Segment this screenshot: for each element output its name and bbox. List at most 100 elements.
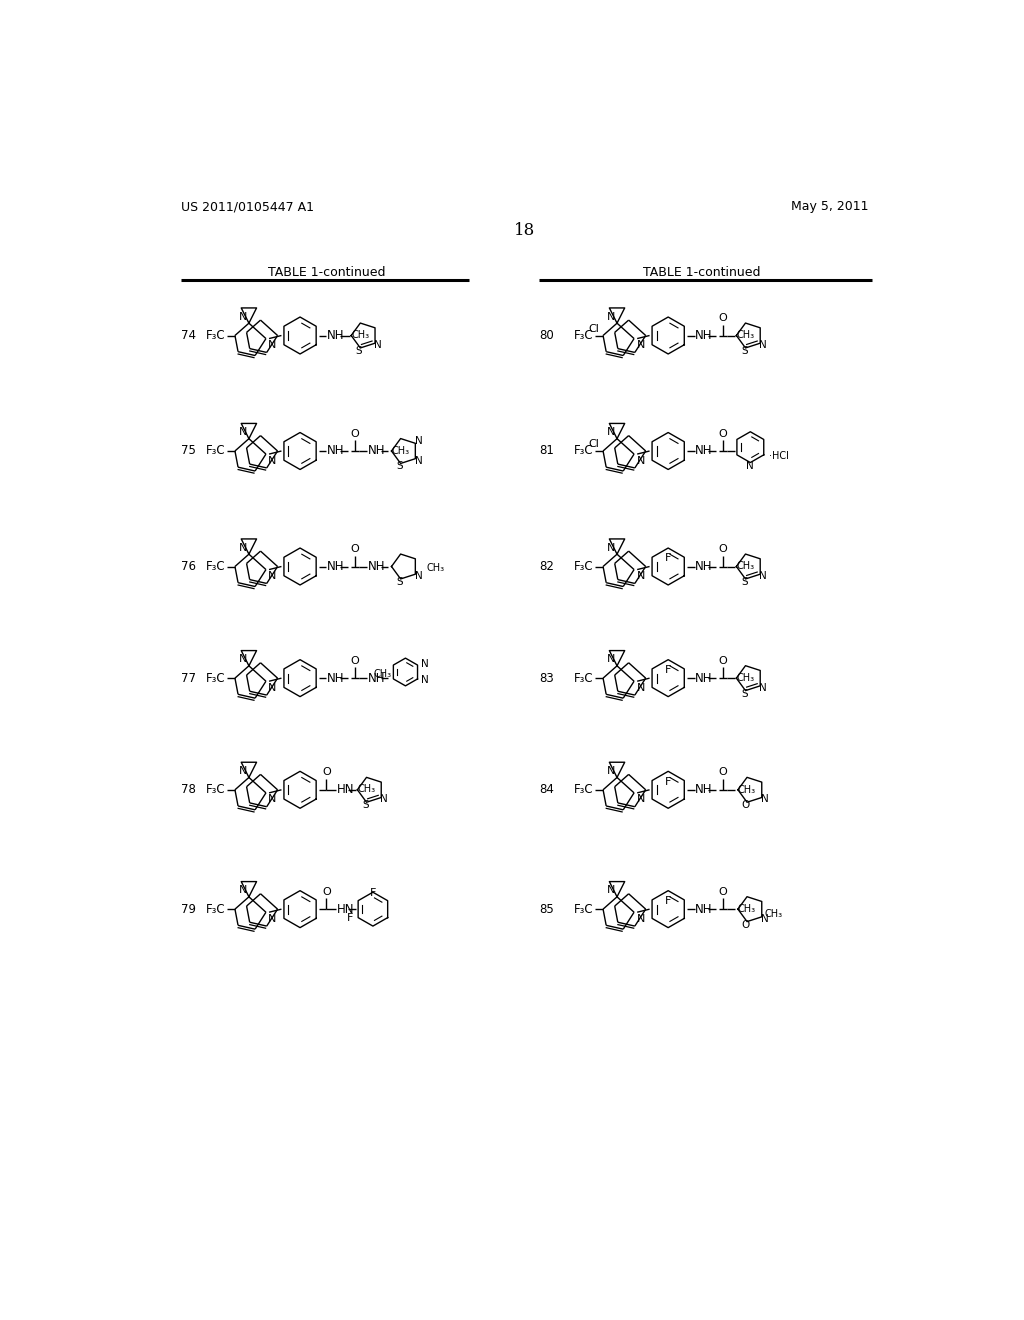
Text: CH₃: CH₃ xyxy=(426,564,444,573)
Text: F: F xyxy=(665,553,672,564)
Text: NH: NH xyxy=(695,672,713,685)
Text: N: N xyxy=(239,655,248,664)
Text: F: F xyxy=(370,887,376,898)
Text: TABLE 1-continued: TABLE 1-continued xyxy=(643,265,760,279)
Text: S: S xyxy=(396,577,402,587)
Text: O: O xyxy=(719,544,728,554)
Text: 80: 80 xyxy=(539,329,554,342)
Text: N: N xyxy=(607,766,615,776)
Text: CH₃: CH₃ xyxy=(738,785,756,795)
Text: 82: 82 xyxy=(539,560,554,573)
Text: N: N xyxy=(268,572,276,581)
Text: F₃C: F₃C xyxy=(206,672,225,685)
Text: May 5, 2011: May 5, 2011 xyxy=(792,201,869,214)
Text: HN: HN xyxy=(337,903,354,916)
Text: N: N xyxy=(374,341,381,350)
Text: N: N xyxy=(415,437,422,446)
Text: NH: NH xyxy=(368,445,385,458)
Text: 18: 18 xyxy=(514,222,536,239)
Text: O: O xyxy=(322,767,331,777)
Text: F: F xyxy=(665,665,672,675)
Text: NH: NH xyxy=(328,329,345,342)
Text: N: N xyxy=(636,682,645,693)
Text: 83: 83 xyxy=(539,672,554,685)
Text: S: S xyxy=(741,689,748,698)
Text: N: N xyxy=(761,913,769,924)
Text: O: O xyxy=(719,429,728,438)
Text: S: S xyxy=(396,462,402,471)
Text: O: O xyxy=(350,429,359,438)
Text: 84: 84 xyxy=(539,783,554,796)
Text: NH: NH xyxy=(695,783,713,796)
Text: N: N xyxy=(759,682,767,693)
Text: N: N xyxy=(746,461,755,471)
Text: N: N xyxy=(239,886,248,895)
Text: F: F xyxy=(665,776,672,787)
Text: S: S xyxy=(741,577,748,587)
Text: 74: 74 xyxy=(180,329,196,342)
Text: NH: NH xyxy=(695,560,713,573)
Text: N: N xyxy=(636,455,645,466)
Text: Cl: Cl xyxy=(589,440,599,449)
Text: N: N xyxy=(268,455,276,466)
Text: F₃C: F₃C xyxy=(206,560,225,573)
Text: 79: 79 xyxy=(180,903,196,916)
Text: NH: NH xyxy=(695,903,713,916)
Text: F₃C: F₃C xyxy=(206,445,225,458)
Text: NH: NH xyxy=(695,445,713,458)
Text: CH₃: CH₃ xyxy=(736,330,755,341)
Text: N: N xyxy=(239,543,248,553)
Text: N: N xyxy=(268,341,276,350)
Text: N: N xyxy=(421,659,429,668)
Text: CH₃: CH₃ xyxy=(351,330,370,341)
Text: O: O xyxy=(719,887,728,896)
Text: O: O xyxy=(350,544,359,554)
Text: F₃C: F₃C xyxy=(573,783,593,796)
Text: F₃C: F₃C xyxy=(573,329,593,342)
Text: O: O xyxy=(350,656,359,665)
Text: N: N xyxy=(239,766,248,776)
Text: NH: NH xyxy=(328,672,345,685)
Text: N: N xyxy=(421,676,429,685)
Text: CH₃: CH₃ xyxy=(736,561,755,572)
Text: F: F xyxy=(665,896,672,906)
Text: 76: 76 xyxy=(180,560,196,573)
Text: F₃C: F₃C xyxy=(573,903,593,916)
Text: CH₃: CH₃ xyxy=(357,784,376,795)
Text: S: S xyxy=(741,346,748,356)
Text: N: N xyxy=(268,795,276,804)
Text: N: N xyxy=(607,312,615,322)
Text: N: N xyxy=(415,572,422,581)
Text: N: N xyxy=(607,886,615,895)
Text: F₃C: F₃C xyxy=(206,329,225,342)
Text: CH₃: CH₃ xyxy=(736,673,755,682)
Text: CH₃: CH₃ xyxy=(391,446,410,457)
Text: HN: HN xyxy=(337,783,354,796)
Text: 81: 81 xyxy=(539,445,554,458)
Text: Cl: Cl xyxy=(589,323,599,334)
Text: TABLE 1-continued: TABLE 1-continued xyxy=(267,265,385,279)
Text: N: N xyxy=(239,428,248,437)
Text: O: O xyxy=(741,800,750,810)
Text: N: N xyxy=(636,795,645,804)
Text: 77: 77 xyxy=(180,672,196,685)
Text: N: N xyxy=(268,913,276,924)
Text: US 2011/0105447 A1: US 2011/0105447 A1 xyxy=(180,201,313,214)
Text: S: S xyxy=(362,800,369,810)
Text: NH: NH xyxy=(368,672,385,685)
Text: N: N xyxy=(239,312,248,322)
Text: N: N xyxy=(415,455,422,466)
Text: N: N xyxy=(759,572,767,581)
Text: 78: 78 xyxy=(180,783,196,796)
Text: O: O xyxy=(719,767,728,777)
Text: F₃C: F₃C xyxy=(573,672,593,685)
Text: N: N xyxy=(636,341,645,350)
Text: N: N xyxy=(636,913,645,924)
Text: NH: NH xyxy=(328,560,345,573)
Text: N: N xyxy=(607,428,615,437)
Text: F₃C: F₃C xyxy=(206,783,225,796)
Text: CH₃: CH₃ xyxy=(374,669,392,678)
Text: NH: NH xyxy=(695,329,713,342)
Text: O: O xyxy=(741,920,750,929)
Text: 75: 75 xyxy=(180,445,196,458)
